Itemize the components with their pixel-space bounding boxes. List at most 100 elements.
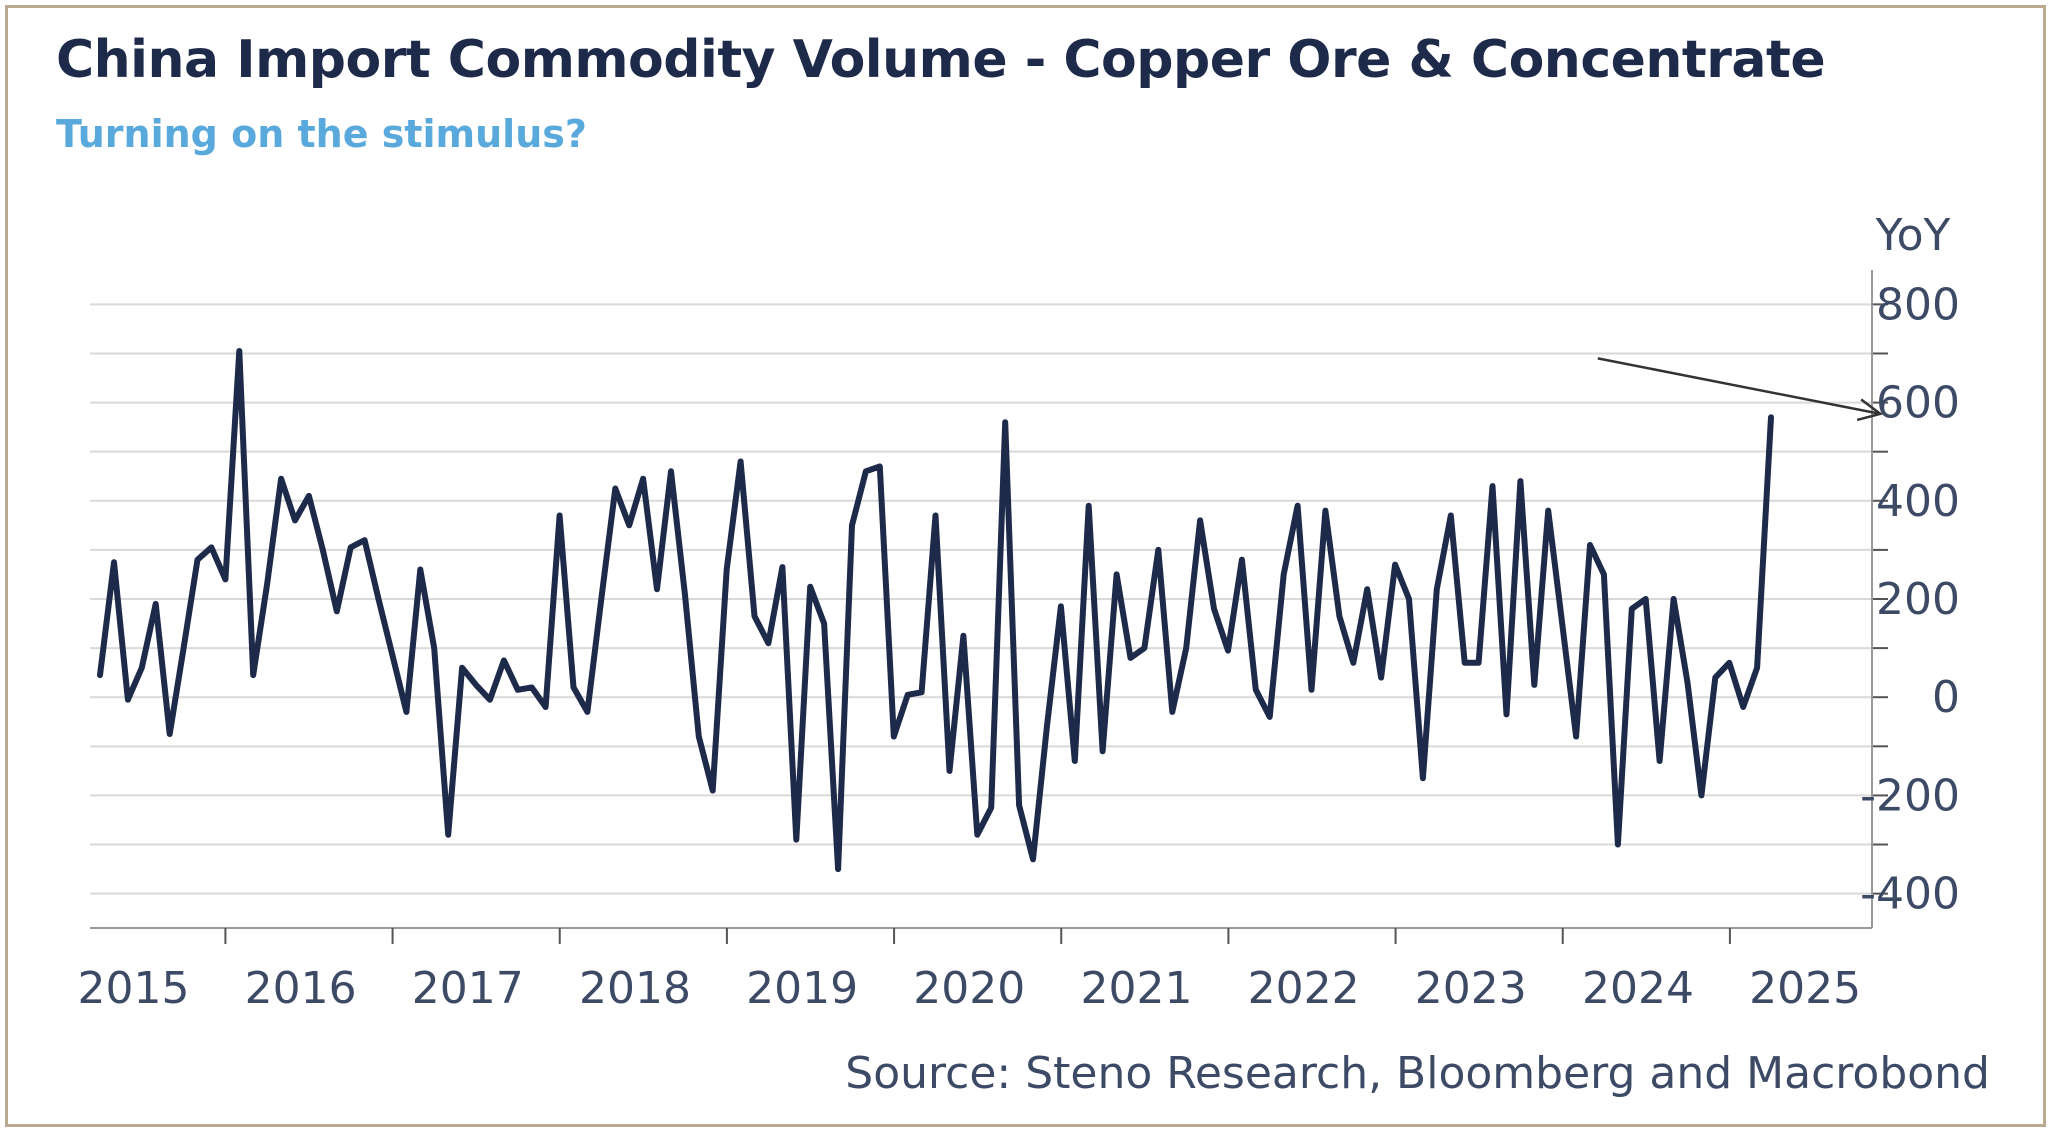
data-point: [1436, 588, 1438, 590]
data-point: [907, 694, 909, 696]
data-point: [1464, 662, 1466, 664]
y-unit-label: YoY: [1875, 210, 1951, 261]
data-point: [1185, 647, 1187, 649]
data-point: [1603, 573, 1605, 575]
data-point: [656, 588, 658, 590]
chart-subtitle: Turning on the stimulus?: [56, 112, 587, 156]
data-point: [1505, 713, 1507, 715]
data-point: [1673, 598, 1675, 600]
y-tick-label: 400: [1876, 476, 1960, 527]
data-point: [252, 674, 254, 676]
x-tick-label: 2018: [579, 963, 691, 1014]
data-point: [962, 635, 964, 637]
data-point: [628, 524, 630, 526]
data-point: [1018, 804, 1020, 806]
data-point: [990, 807, 992, 809]
y-tick-label: 600: [1876, 378, 1960, 429]
data-point: [1338, 615, 1340, 617]
data-point: [1060, 605, 1062, 607]
data-point: [1074, 760, 1076, 762]
data-point: [280, 478, 282, 480]
x-tick-label: 2015: [77, 963, 189, 1014]
data-point: [489, 699, 491, 701]
data-point: [670, 470, 672, 472]
grid-lines: [90, 303, 1872, 895]
data-point: [503, 659, 505, 661]
data-point: [586, 711, 588, 713]
data-point: [1547, 510, 1549, 512]
data-point: [712, 790, 714, 792]
data-point: [600, 598, 602, 600]
data-point: [1492, 485, 1494, 487]
x-tick-label: 2022: [1248, 963, 1360, 1014]
data-point: [545, 706, 547, 708]
data-point: [405, 711, 407, 713]
data-point: [1004, 421, 1006, 423]
data-point: [531, 686, 533, 688]
data-point: [809, 586, 811, 588]
data-point: [1561, 623, 1563, 625]
data-point: [391, 654, 393, 656]
data-point: [266, 583, 268, 585]
data-point: [1645, 598, 1647, 600]
data-point: [1575, 735, 1577, 737]
y-tick-label: -400: [1860, 869, 1960, 920]
y-tick-label: -200: [1860, 770, 1960, 821]
data-point: [1143, 647, 1145, 649]
data-point: [1088, 505, 1090, 507]
data-point: [1659, 760, 1661, 762]
x-tick-label: 2023: [1415, 963, 1527, 1014]
data-point: [1032, 858, 1034, 860]
data-point: [1770, 416, 1772, 418]
data-point: [419, 569, 421, 571]
data-point: [1227, 650, 1229, 652]
data-point: [141, 667, 143, 669]
data-point: [754, 615, 756, 617]
data-point: [1241, 559, 1243, 561]
data-point: [1408, 598, 1410, 600]
data-point: [183, 647, 185, 649]
data-point: [921, 691, 923, 693]
data-point: [433, 647, 435, 649]
chart-frame: [5, 5, 2046, 1127]
data-point: [1519, 480, 1521, 482]
data-point: [517, 689, 519, 691]
data-point: [155, 603, 157, 605]
data-point: [1255, 689, 1257, 691]
data-point: [294, 519, 296, 521]
x-tick-label: 2019: [746, 963, 858, 1014]
data-point: [572, 686, 574, 688]
data-point: [350, 546, 352, 548]
data-point: [642, 478, 644, 480]
data-point: [1311, 689, 1313, 691]
data-point: [684, 593, 686, 595]
data-point: [1171, 711, 1173, 713]
data-point: [1324, 510, 1326, 512]
series: [97, 348, 1774, 873]
data-point: [1116, 573, 1118, 575]
data-point: [336, 610, 338, 612]
data-point: [1533, 684, 1535, 686]
data-point: [210, 546, 212, 548]
data-point: [837, 868, 839, 870]
data-point: [1297, 505, 1299, 507]
data-point: [1394, 564, 1396, 566]
data-point: [1380, 677, 1382, 679]
data-point: [1199, 519, 1201, 521]
data-point: [127, 699, 129, 701]
data-point: [614, 488, 616, 490]
data-point: [113, 561, 115, 563]
axes: [90, 270, 1888, 944]
data-point: [1450, 515, 1452, 517]
data-point: [795, 839, 797, 841]
data-point: [1157, 549, 1159, 551]
axis-labels: 800 600 400 200 0 -200 -400 YoY 2015 2016 2017 2018…: [77, 210, 1960, 1014]
data-point: [559, 515, 561, 517]
x-tick-label: 2025: [1749, 963, 1861, 1014]
x-tick-label: 2016: [245, 963, 357, 1014]
data-point: [948, 770, 950, 772]
data-point: [1352, 662, 1354, 664]
x-tick-label: 2017: [412, 963, 524, 1014]
data-point: [169, 733, 171, 735]
